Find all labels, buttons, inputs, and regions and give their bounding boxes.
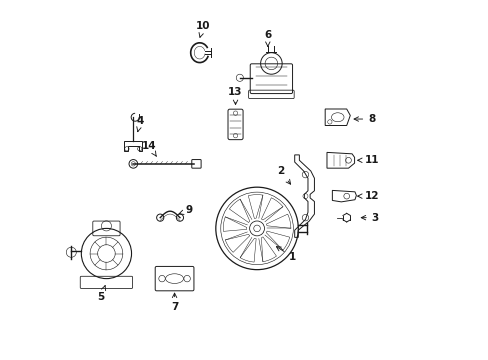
Text: 2: 2 (276, 166, 290, 184)
Text: 5: 5 (97, 286, 105, 302)
Text: 13: 13 (228, 87, 242, 104)
Text: 11: 11 (357, 155, 378, 165)
Text: 12: 12 (357, 191, 378, 201)
Text: 7: 7 (170, 293, 178, 312)
Text: 10: 10 (196, 21, 210, 37)
Text: 1: 1 (276, 247, 296, 262)
Text: 6: 6 (264, 30, 271, 46)
Text: 14: 14 (142, 141, 157, 156)
Text: 8: 8 (353, 114, 375, 124)
Text: 4: 4 (137, 116, 144, 132)
Text: 9: 9 (179, 206, 192, 216)
Text: 3: 3 (361, 213, 378, 222)
